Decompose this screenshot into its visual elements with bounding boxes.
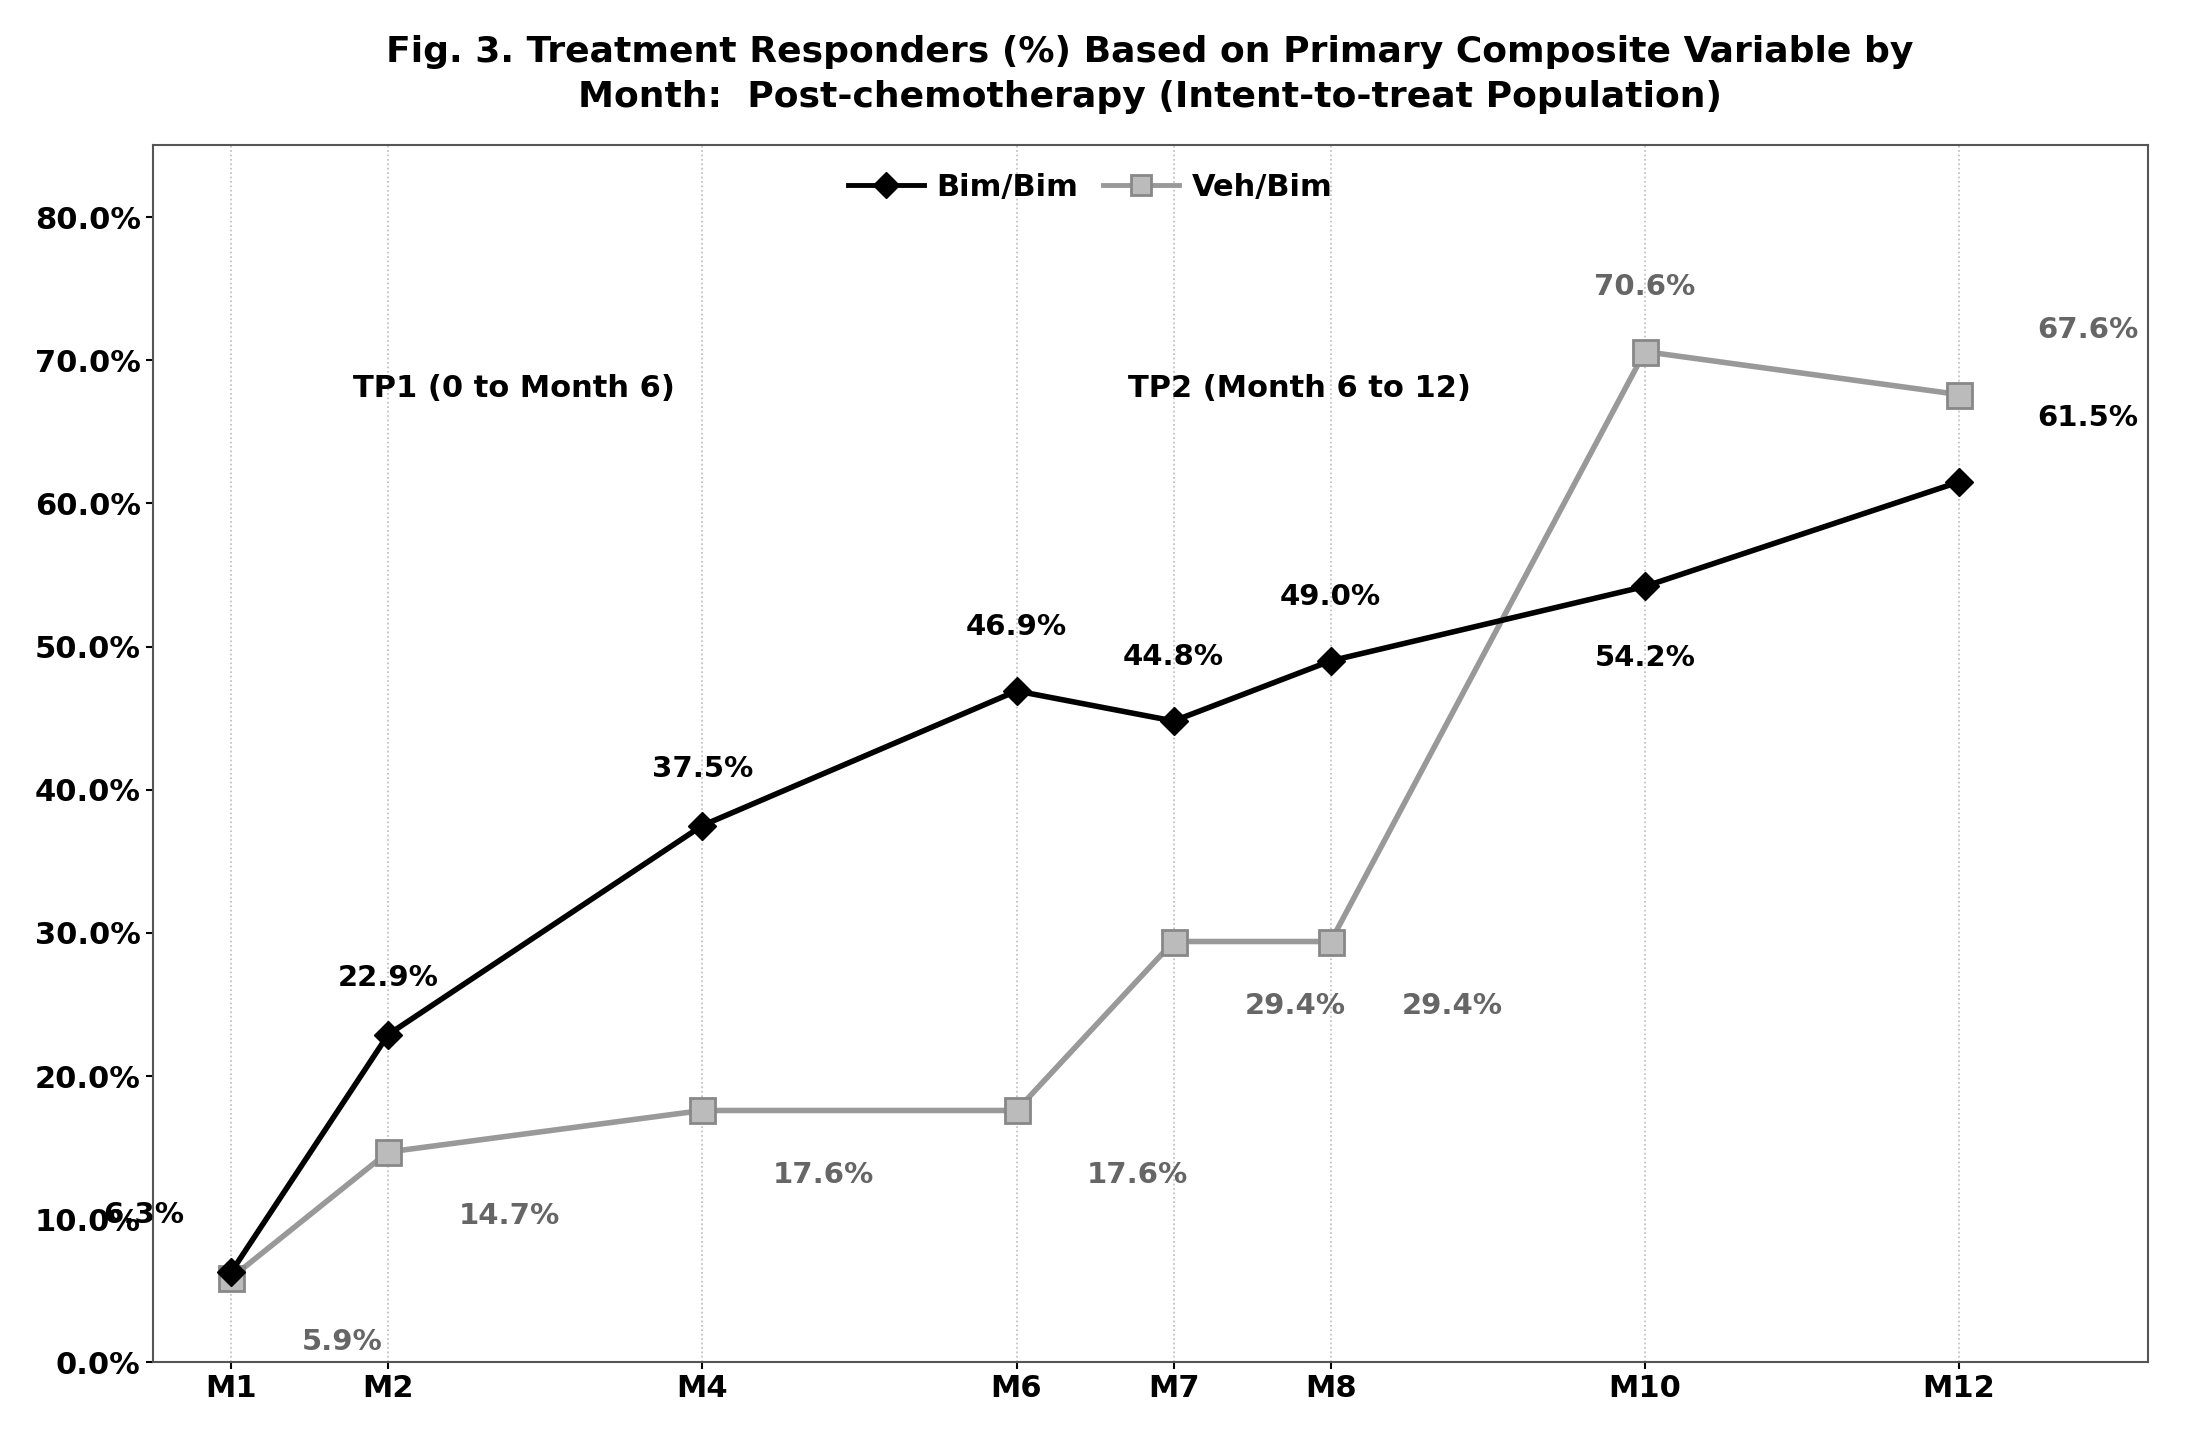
Text: 17.6%: 17.6% <box>1086 1160 1189 1189</box>
Text: TP1 (0 to Month 6): TP1 (0 to Month 6) <box>353 374 675 403</box>
Title: Fig. 3. Treatment Responders (%) Based on Primary Composite Variable by
Month:  : Fig. 3. Treatment Responders (%) Based o… <box>385 35 1914 114</box>
Text: 29.4%: 29.4% <box>1244 992 1345 1020</box>
Text: 70.6%: 70.6% <box>1594 273 1695 302</box>
Text: 37.5%: 37.5% <box>653 755 753 782</box>
Text: 67.6%: 67.6% <box>2037 316 2140 345</box>
Text: 5.9%: 5.9% <box>302 1329 383 1356</box>
Text: 17.6%: 17.6% <box>773 1160 874 1189</box>
Text: 14.7%: 14.7% <box>460 1202 561 1229</box>
Text: 46.9%: 46.9% <box>966 613 1067 641</box>
Text: 29.4%: 29.4% <box>1402 992 1502 1020</box>
Text: TP2 (Month 6 to 12): TP2 (Month 6 to 12) <box>1128 374 1472 403</box>
Text: 44.8%: 44.8% <box>1123 643 1224 672</box>
Text: 22.9%: 22.9% <box>337 963 438 992</box>
Legend: Bim/Bim, Veh/Bim: Bim/Bim, Veh/Bim <box>848 173 1332 201</box>
Text: 49.0%: 49.0% <box>1281 582 1382 611</box>
Text: 61.5%: 61.5% <box>2037 404 2140 431</box>
Text: 6.3%: 6.3% <box>103 1201 184 1229</box>
Text: 54.2%: 54.2% <box>1594 644 1695 672</box>
